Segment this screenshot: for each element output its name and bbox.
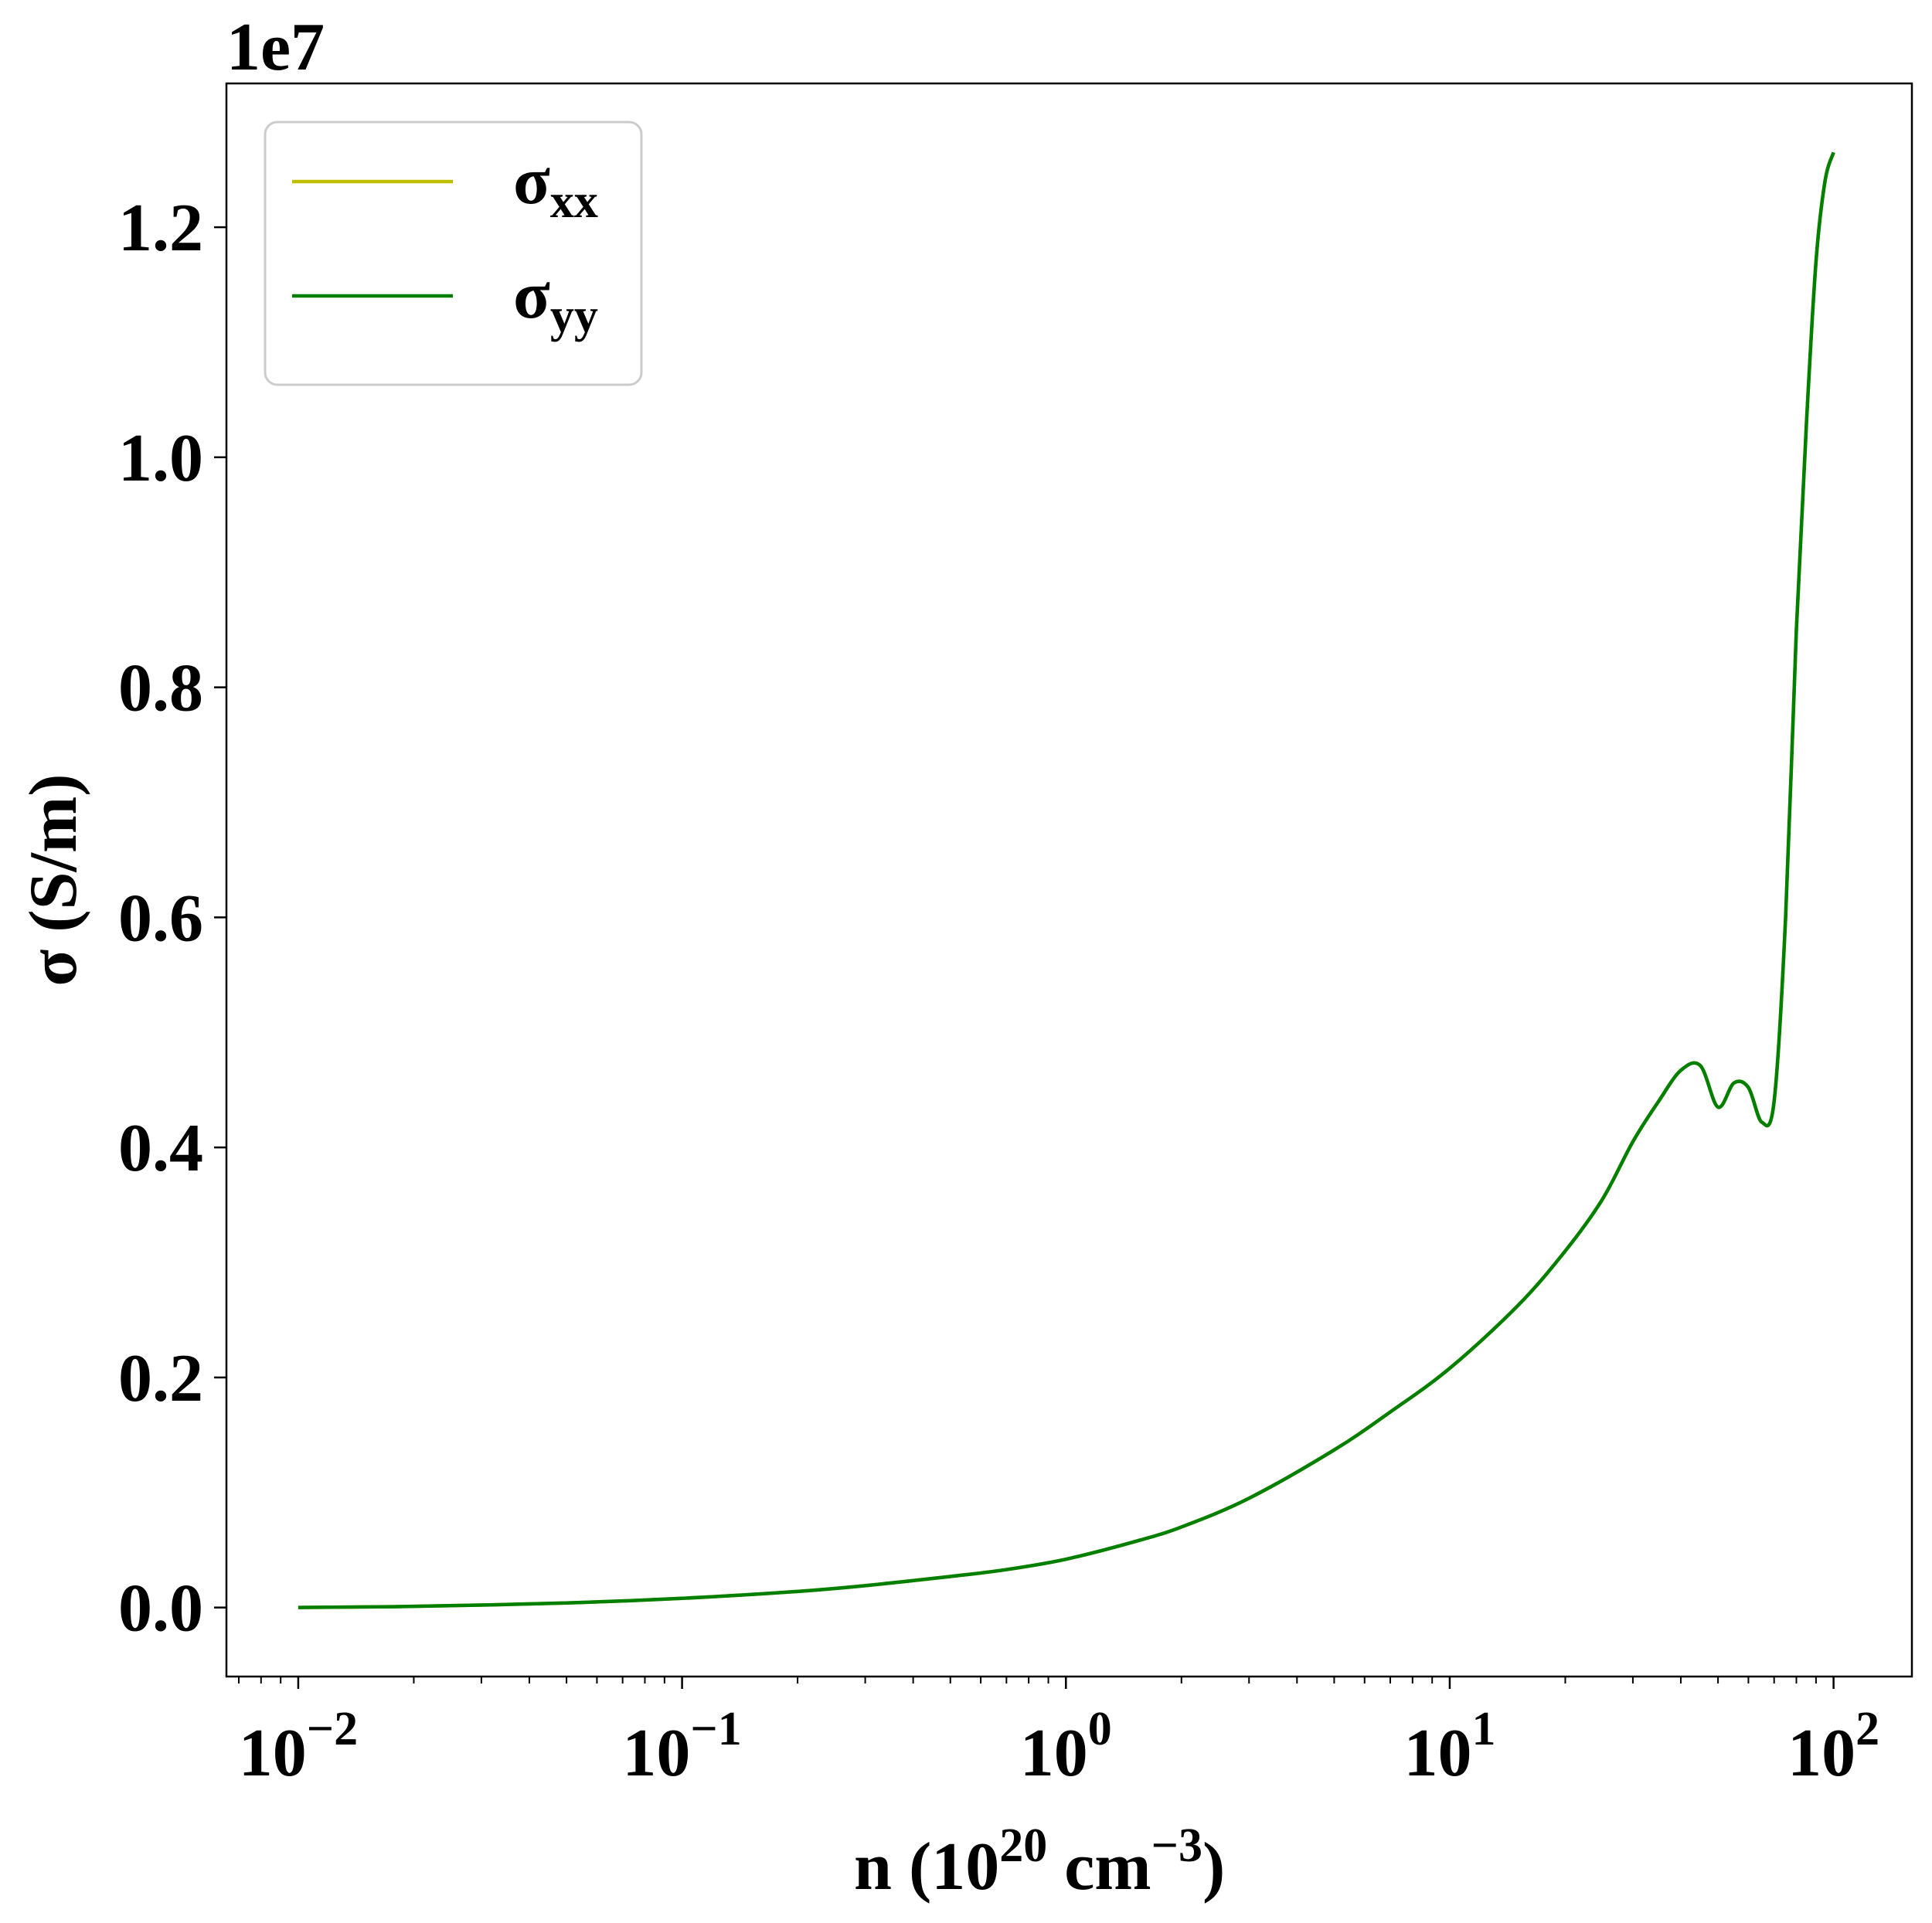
x-axis-label-end: )	[1202, 1830, 1225, 1904]
legend-label-xx: σxx	[513, 144, 598, 228]
y-axis-label: σ (S/m)	[16, 773, 91, 986]
y-tick-label: 0.4	[118, 1111, 203, 1186]
x-axis-label-sup1: 20	[999, 1819, 1047, 1872]
y-axis: 0.0 0.2 0.4 0.6 0.8 1.0 1.2	[118, 191, 226, 1646]
y-tick-label: 0.8	[118, 651, 203, 726]
x-tick-label: 101	[1403, 1703, 1495, 1791]
y-tick-label: 1.2	[118, 191, 203, 266]
x-axis: 10−2 10−1 100 101 102	[237, 1677, 1879, 1791]
legend: σxx σyy	[264, 121, 643, 386]
legend-label-yy: σyy	[513, 258, 598, 342]
x-axis-label-mid: cm	[1047, 1830, 1151, 1904]
y-tick-label: 0.2	[118, 1341, 203, 1416]
y-tick-label: 1.0	[118, 421, 203, 496]
plot-area-frame	[225, 82, 1913, 1678]
series-line-yy	[298, 151, 1835, 1609]
x-axis-label-sup2: −3	[1151, 1819, 1202, 1872]
y-tick-label: 0.0	[118, 1571, 203, 1646]
series-layer	[298, 151, 1835, 1609]
y-tick-label: 0.6	[118, 881, 203, 956]
x-axis-label-base: n (10	[854, 1830, 999, 1904]
x-tick-label: 10−1	[622, 1703, 741, 1791]
x-tick-label: 10−2	[239, 1703, 358, 1791]
x-axis-label: n (1020 cm−3)	[854, 1819, 1225, 1904]
x-tick-label: 102	[1787, 1703, 1879, 1791]
legend-box	[264, 121, 643, 386]
y-axis-multiplier: 1e7	[226, 10, 325, 85]
x-tick-label: 100	[1020, 1703, 1112, 1791]
